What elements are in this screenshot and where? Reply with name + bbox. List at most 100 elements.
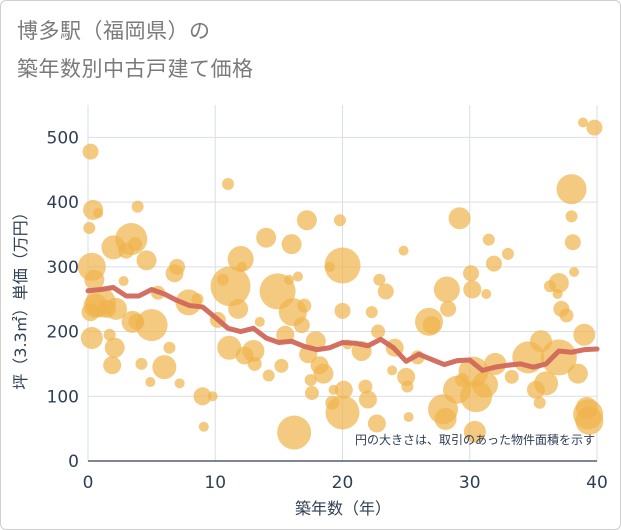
- bubble-point: [292, 271, 303, 282]
- bubble-point: [169, 258, 186, 275]
- x-axis-label: 築年数（年）: [295, 499, 391, 518]
- bubble-point: [556, 174, 587, 205]
- bubble-point: [565, 210, 578, 223]
- y-tick-label: 200: [47, 323, 79, 343]
- y-axis-label: 坪（3.3㎡）単価（万円）: [11, 204, 30, 389]
- bubble-point: [501, 247, 514, 260]
- bubble-point: [387, 365, 398, 376]
- bubble-point: [564, 234, 581, 251]
- bubble-point: [333, 214, 346, 227]
- bubble-point: [463, 420, 486, 443]
- bubble-point: [324, 247, 361, 284]
- bubble-point: [334, 302, 351, 319]
- bubble-point: [365, 306, 378, 319]
- bubble-point: [198, 421, 209, 432]
- bubble-point: [262, 369, 275, 382]
- x-tick-label: 40: [586, 473, 608, 493]
- bubble-point: [136, 250, 157, 271]
- bubble-point: [504, 369, 519, 384]
- bubble-point: [334, 380, 353, 399]
- bubble-point: [228, 298, 249, 319]
- bubble-point: [472, 371, 499, 398]
- bubble-point: [135, 357, 148, 370]
- bubble-point: [463, 265, 480, 282]
- bubble-point: [210, 266, 251, 307]
- bubble-point: [575, 406, 604, 435]
- bubble-point: [448, 207, 471, 230]
- bubble-layer: [77, 117, 604, 450]
- bubble-point: [548, 273, 569, 293]
- bubble-point: [482, 233, 495, 246]
- bubble-point: [485, 255, 502, 272]
- bubble-point: [152, 355, 177, 380]
- bubble-point: [540, 339, 577, 376]
- bubble-point: [128, 237, 143, 252]
- bubble-point: [103, 328, 116, 341]
- bubble-point: [297, 298, 312, 313]
- bubble-point: [367, 414, 386, 433]
- bubble-point: [82, 143, 99, 160]
- bubble-point: [567, 363, 588, 384]
- x-tick-labels: 0 10 20 30 40: [83, 473, 608, 493]
- bubble-point: [397, 367, 416, 386]
- bubble-point: [80, 327, 103, 350]
- y-tick-labels: 0 100 200 300 400 500: [47, 128, 79, 472]
- bubble-point: [304, 386, 319, 401]
- average-price-line: [85, 285, 600, 373]
- bubble-point: [325, 395, 360, 430]
- bubble-point: [403, 411, 414, 422]
- y-tick-label: 400: [47, 193, 79, 213]
- bubble-point: [578, 117, 589, 128]
- bubble-point: [358, 390, 377, 409]
- bubble-point: [104, 337, 125, 358]
- bubble-point: [284, 274, 295, 285]
- bubble-point: [227, 246, 254, 273]
- bubble-point: [434, 407, 457, 430]
- y-tick-label: 300: [47, 258, 79, 278]
- bubble-point: [242, 339, 265, 362]
- bubble-point: [296, 210, 317, 231]
- bubble-point: [118, 276, 129, 287]
- size-legend-note: 円の大きさは、取引のあった物件面積を示す: [355, 432, 595, 447]
- bubble-point: [103, 356, 122, 375]
- bubble-point: [84, 269, 105, 290]
- trend-layer: [85, 285, 600, 373]
- bubble-point: [274, 358, 289, 373]
- bubble-point: [377, 283, 394, 300]
- bubble-point: [83, 221, 96, 234]
- bubble-point: [398, 245, 409, 256]
- bubble-point: [135, 309, 168, 342]
- bubble-point: [207, 391, 218, 402]
- chart-title-line2: 築年数別中古戸建て価格: [17, 57, 254, 81]
- bubble-point: [254, 316, 265, 327]
- bubble-point: [534, 371, 559, 396]
- bubble-point: [221, 177, 234, 190]
- bubble-point: [256, 227, 277, 248]
- x-tick-label: 20: [332, 473, 354, 493]
- bubble-point: [247, 356, 262, 371]
- y-tick-label: 0: [68, 452, 79, 472]
- chart-title-line1: 博多駅（福岡県）の: [17, 19, 211, 43]
- bubble-point: [145, 377, 156, 388]
- bubble-point: [236, 261, 247, 272]
- bubble-point: [281, 234, 302, 255]
- bubble-point: [277, 415, 312, 450]
- bubble-point: [463, 280, 482, 299]
- bubble-point: [586, 119, 603, 136]
- bubble-point: [573, 323, 596, 346]
- bubble-point: [313, 363, 334, 384]
- bubble-point: [104, 297, 127, 320]
- bubble-point: [304, 374, 317, 387]
- bubble-point: [401, 380, 414, 393]
- bubble-point: [217, 335, 242, 360]
- bubble-point: [293, 317, 310, 334]
- bubble-point: [371, 324, 386, 339]
- bubble-point: [131, 200, 144, 213]
- x-tick-label: 10: [204, 473, 226, 493]
- bubble-point: [163, 341, 176, 354]
- x-tick-label: 0: [83, 473, 94, 493]
- bubble-point: [373, 273, 386, 286]
- bubble-point: [193, 387, 212, 406]
